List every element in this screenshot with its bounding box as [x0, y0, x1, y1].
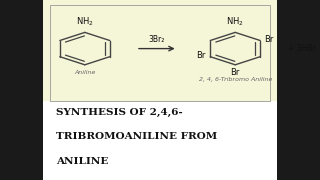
Text: + 3HBr: + 3HBr [288, 44, 316, 53]
Text: Br: Br [265, 35, 274, 44]
FancyBboxPatch shape [50, 5, 270, 101]
Text: NH$_2$: NH$_2$ [227, 15, 244, 28]
Text: Br: Br [230, 68, 240, 77]
Text: SYNTHESIS OF 2,4,6-: SYNTHESIS OF 2,4,6- [56, 108, 183, 117]
Text: Br: Br [196, 51, 206, 60]
Text: NH$_2$: NH$_2$ [76, 15, 93, 28]
Text: 2, 4, 6-Tribromo Aniline: 2, 4, 6-Tribromo Aniline [198, 76, 272, 82]
Bar [43, 0, 277, 180]
Text: Aniline: Aniline [74, 70, 95, 75]
Text: ANILINE: ANILINE [56, 157, 108, 166]
Text: TRIBROMOANILINE FROM: TRIBROMOANILINE FROM [56, 132, 217, 141]
Bar [43, 101, 277, 180]
Text: 3Br₂: 3Br₂ [148, 35, 165, 44]
